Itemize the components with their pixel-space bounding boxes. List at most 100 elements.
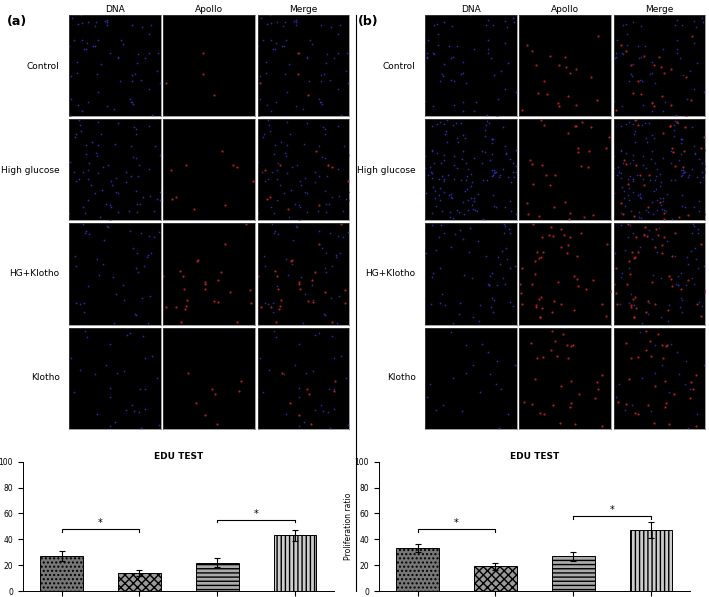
Title: EDU TEST: EDU TEST — [510, 452, 559, 461]
Point — [501, 148, 512, 158]
Point — [272, 158, 284, 168]
Point — [648, 101, 659, 111]
Point — [613, 162, 624, 172]
Point — [438, 155, 450, 165]
Point — [509, 261, 520, 270]
Point — [637, 160, 649, 170]
Point — [106, 180, 118, 189]
Point — [625, 302, 637, 312]
Point — [635, 192, 646, 202]
Point — [517, 299, 528, 309]
Point — [483, 48, 494, 58]
Point — [657, 248, 668, 257]
Point — [428, 183, 439, 192]
Point — [647, 99, 658, 108]
Point — [125, 97, 137, 107]
Point — [694, 206, 705, 216]
Point — [669, 229, 681, 238]
Point — [260, 68, 272, 78]
Point — [332, 231, 343, 241]
Point — [108, 318, 120, 328]
Point — [313, 226, 324, 236]
Point — [471, 207, 483, 216]
Point — [503, 224, 515, 234]
Point — [609, 248, 620, 258]
Point — [479, 132, 491, 141]
Point — [507, 168, 518, 177]
Point — [696, 168, 708, 177]
Point — [155, 150, 166, 159]
Point — [649, 418, 660, 427]
Point — [635, 189, 646, 198]
Point — [625, 60, 637, 70]
Point — [269, 226, 281, 236]
Point — [622, 219, 633, 229]
Point — [140, 353, 151, 363]
Point — [460, 340, 471, 349]
Point — [258, 133, 269, 142]
Point — [71, 68, 82, 78]
Point — [294, 279, 305, 289]
Point — [93, 270, 104, 280]
Point — [102, 16, 113, 25]
Point — [437, 71, 449, 81]
Point — [104, 392, 116, 402]
Point — [662, 305, 674, 315]
Point — [421, 48, 432, 58]
Point — [448, 76, 459, 86]
Point — [135, 227, 146, 237]
Point — [188, 204, 199, 214]
Point — [481, 110, 493, 119]
Point — [619, 201, 630, 210]
Point — [296, 180, 307, 189]
Point — [306, 280, 318, 290]
Point — [690, 22, 701, 32]
Point — [622, 174, 633, 183]
Point — [664, 121, 676, 130]
Point — [199, 278, 211, 287]
Point — [322, 160, 333, 170]
Point — [620, 47, 632, 56]
Point — [571, 251, 583, 261]
Point — [596, 421, 608, 431]
Point — [120, 177, 131, 187]
Point — [254, 111, 265, 121]
Point — [482, 279, 493, 289]
Point — [501, 22, 513, 32]
Point — [144, 30, 155, 39]
Point — [90, 17, 101, 27]
Point — [669, 251, 680, 261]
Point — [284, 398, 296, 408]
Point — [480, 121, 491, 130]
Point — [272, 165, 283, 174]
Point — [431, 119, 442, 129]
Point — [532, 247, 543, 257]
Point — [652, 230, 664, 239]
Point — [579, 213, 590, 222]
Point — [547, 232, 558, 241]
Point — [297, 104, 308, 114]
Point — [110, 289, 121, 298]
Point — [318, 309, 330, 319]
Point — [644, 337, 656, 346]
Point — [266, 168, 277, 177]
Point — [649, 381, 661, 390]
Point — [623, 183, 635, 193]
Point — [660, 399, 671, 408]
Point — [265, 18, 277, 27]
Point — [617, 268, 628, 278]
Point — [488, 20, 499, 29]
Point — [64, 157, 75, 167]
Point — [654, 170, 666, 179]
Point — [671, 16, 682, 25]
Point — [317, 406, 328, 416]
Point — [457, 106, 469, 116]
Point — [71, 176, 82, 186]
Point — [445, 189, 457, 198]
Point — [130, 129, 142, 139]
Point — [666, 214, 678, 224]
Point — [440, 127, 452, 136]
Text: (a): (a) — [7, 15, 28, 28]
Point — [79, 208, 91, 217]
Point — [255, 302, 267, 312]
